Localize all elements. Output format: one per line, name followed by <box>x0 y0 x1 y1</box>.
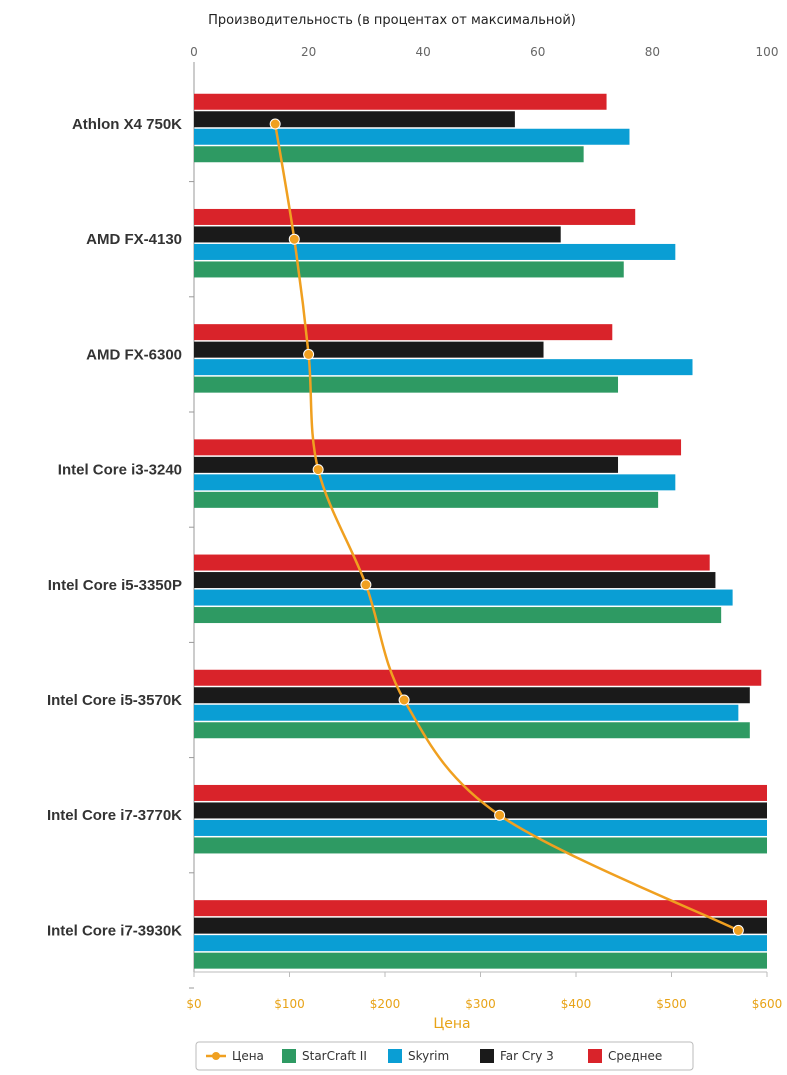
category-label: Intel Core i5-3350P <box>48 577 182 594</box>
bar-Far Cry 3 <box>194 687 750 704</box>
category-label: AMD FX-6300 <box>86 346 182 363</box>
top-tick-label: 100 <box>756 45 779 59</box>
top-axis-ticks: 0 20 40 60 80 100 <box>190 45 778 59</box>
bar-Far Cry 3 <box>194 917 767 934</box>
bar-Среднее <box>194 324 613 341</box>
bar-Среднее <box>194 554 710 571</box>
legend-box <box>195 1041 694 1071</box>
category-labels: Athlon X4 750K AMD FX-4130 AMD FX-6300 Inte… <box>47 116 194 989</box>
legend-swatch <box>588 1049 602 1063</box>
top-tick-label: 0 <box>190 45 198 59</box>
bar-Среднее <box>194 208 636 225</box>
bar-StarCraft II <box>194 261 624 278</box>
category-label: Intel Core i3-3240 <box>58 462 182 479</box>
bar-StarCraft II <box>194 491 659 508</box>
bar-StarCraft II <box>194 722 750 739</box>
bar-Skyrim <box>194 359 693 376</box>
top-tick-label: 80 <box>645 45 660 59</box>
price-point <box>288 233 300 245</box>
price-line <box>269 118 744 936</box>
bottom-axis-ticks: $0 $100 $200 $300 $400 $500 $600 <box>186 972 782 1011</box>
bar-Far Cry 3 <box>194 341 544 358</box>
legend-swatch <box>282 1049 296 1063</box>
price-point <box>360 579 372 591</box>
bottom-tick-label: $200 <box>370 997 401 1011</box>
legend-label: Far Cry 3 <box>500 1049 554 1063</box>
bar-StarCraft II <box>194 146 584 163</box>
top-tick-label: 60 <box>530 45 545 59</box>
bar-Skyrim <box>194 243 676 260</box>
price-point <box>269 118 281 130</box>
category-label: Intel Core i7-3770K <box>47 807 182 824</box>
top-tick-label: 40 <box>416 45 431 59</box>
bar-Среднее <box>194 669 762 686</box>
price-point <box>303 348 315 360</box>
price-point <box>398 694 410 706</box>
bottom-tick-label: $600 <box>752 997 783 1011</box>
bar-Skyrim <box>194 704 739 721</box>
legend-label: Цена <box>232 1049 264 1063</box>
legend-dot-swatch <box>212 1052 220 1060</box>
bar-Far Cry 3 <box>194 111 515 128</box>
category-label: Intel Core i7-3930K <box>47 922 182 939</box>
bottom-tick-label: $100 <box>274 997 305 1011</box>
bar-Среднее <box>194 900 767 917</box>
bar-Skyrim <box>194 819 767 836</box>
bar-Far Cry 3 <box>194 226 561 243</box>
bottom-tick-label: $400 <box>561 997 592 1011</box>
legend-swatch <box>480 1049 494 1063</box>
bars <box>194 93 767 969</box>
bar-Far Cry 3 <box>194 456 619 473</box>
price-point <box>732 924 744 936</box>
bar-Skyrim <box>194 935 767 952</box>
bar-Среднее <box>194 93 607 110</box>
legend-swatch <box>388 1049 402 1063</box>
bar-StarCraft II <box>194 607 722 624</box>
bottom-axis-title: Цена <box>433 1016 470 1032</box>
bottom-tick-label: $500 <box>656 997 687 1011</box>
bar-StarCraft II <box>194 837 767 854</box>
legend-label: StarCraft II <box>302 1049 367 1063</box>
category-label: Intel Core i5-3570K <box>47 692 182 709</box>
category-label: AMD FX-4130 <box>86 231 182 248</box>
legend-label: Skyrim <box>408 1049 449 1063</box>
bar-Far Cry 3 <box>194 802 767 819</box>
bar-Skyrim <box>194 128 630 145</box>
legend-label: Среднее <box>608 1049 662 1063</box>
category-label: Athlon X4 750K <box>72 116 182 133</box>
bar-Среднее <box>194 784 767 801</box>
price-point <box>312 464 324 476</box>
top-axis-title: Производительность (в процентах от макси… <box>208 13 576 28</box>
bottom-tick-label: $0 <box>186 997 201 1011</box>
bar-Skyrim <box>194 474 676 491</box>
bar-StarCraft II <box>194 376 619 393</box>
bar-Среднее <box>194 439 682 456</box>
legend: Цена StarCraft II Skyrim Far Cry 3 Среднее <box>195 1041 694 1071</box>
bar-Skyrim <box>194 589 733 606</box>
bar-StarCraft II <box>194 952 767 969</box>
price-line-path <box>273 123 739 932</box>
top-tick-label: 20 <box>301 45 316 59</box>
price-point <box>494 809 506 821</box>
bar-Far Cry 3 <box>194 572 716 589</box>
bottom-tick-label: $300 <box>465 997 496 1011</box>
